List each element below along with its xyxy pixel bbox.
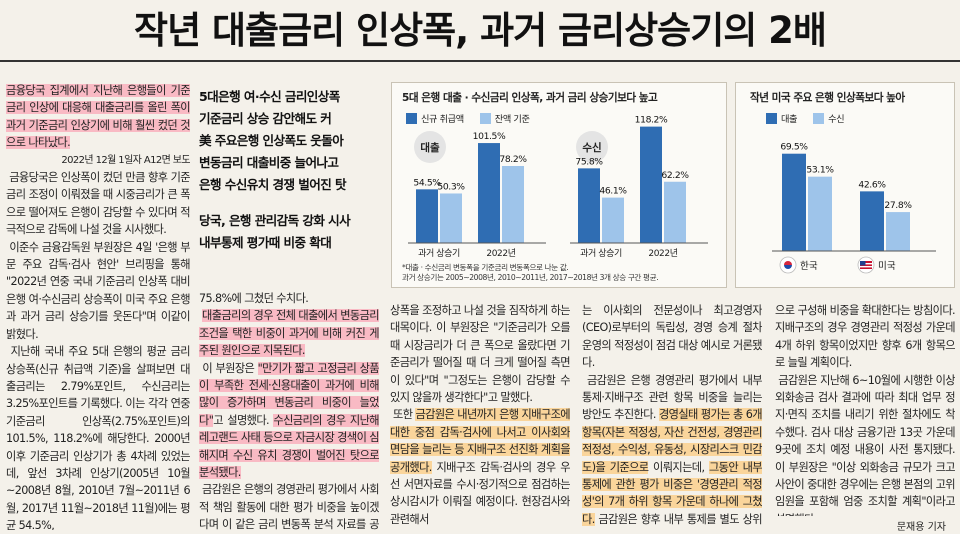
bar bbox=[502, 166, 524, 243]
data-label: 50.3% bbox=[437, 181, 465, 192]
subheadline-line: 당국, 은행 관리감독 강화 시사 bbox=[199, 213, 351, 228]
bar bbox=[886, 212, 910, 251]
data-label: 42.6% bbox=[858, 179, 886, 190]
data-label: 53.1% bbox=[806, 165, 834, 176]
paragraph: 또한 금감원은 내년까지 은행 지배구조에 대한 중점 감독·검사에 나서고 이… bbox=[390, 408, 570, 526]
chart-title: 작년 미국 주요 은행 인상폭보다 높아 bbox=[750, 92, 905, 104]
subheadline-line: 5대은행 여·수신 금리인상폭 bbox=[199, 89, 340, 104]
article-column-4: 는 이사회의 전문성이나 최고경영자(CEO)로부터의 독립성, 경영 승계 절… bbox=[582, 302, 762, 530]
data-label: 46.1% bbox=[599, 186, 627, 197]
byline: 문재용 기자 bbox=[896, 522, 946, 533]
chart-legend: 신규 취급액 잔액 기준 bbox=[406, 111, 530, 125]
bar bbox=[478, 143, 500, 243]
category-label: 2022년 bbox=[486, 248, 515, 259]
group-label: 대출 bbox=[420, 141, 440, 154]
data-label: 62.2% bbox=[661, 170, 689, 181]
legend-label: 잔액 기준 bbox=[494, 114, 530, 125]
category-label: 미국 bbox=[878, 261, 896, 272]
flag-stripe-white bbox=[860, 266, 872, 268]
chart-plot: 대출 54.5%50.3% 과거 상승기 101.5% 78.2% 2022년 수신 75.8… bbox=[408, 115, 708, 259]
bar bbox=[640, 126, 662, 243]
paragraph: 상폭을 조정하고 나설 것을 짐작하게 하는 대목이다. 이 부원장은 "기준금… bbox=[390, 304, 570, 405]
data-label: 69.5% bbox=[780, 142, 808, 153]
bar bbox=[578, 168, 600, 243]
chart-plot: 69.5% 53.1% 한국 42.6% 27.8% 미국 bbox=[772, 142, 936, 274]
subheadline-line: 美 주요은행 인상폭도 웃돌아 bbox=[199, 133, 344, 148]
bar bbox=[416, 189, 438, 243]
headline: 작년 대출금리 인상폭, 과거 금리상승기의 2배 bbox=[134, 9, 827, 52]
category-label: 과거 상승기 bbox=[580, 248, 622, 259]
data-label: 101.5% bbox=[473, 131, 506, 142]
article-column-5: 으로 구성해 비중을 확대한다는 방침이다. 지배구조의 경우 경영관리 적정성… bbox=[775, 302, 955, 516]
flag-blue bbox=[784, 265, 792, 269]
paragraph: 금융당국은 인상폭이 컸던 만큼 향후 기준금리 조정이 이뤄졌을 때 시중금리… bbox=[6, 171, 190, 237]
legend-swatch-new bbox=[406, 112, 417, 124]
chart-legend: 대출 수신 bbox=[766, 111, 845, 125]
group-label: 수신 bbox=[582, 141, 601, 154]
subheadline-line: 내부통제 평가때 비중 확대 bbox=[199, 235, 332, 250]
subheadline-line: 변동금리 대출비중 늘어나고 bbox=[199, 155, 339, 170]
paragraph: 75.8%에 그쳤던 수치다. bbox=[199, 292, 309, 305]
paragraph: 이 부원장은 "만기가 짧고 고정금리 상품이 부족한 전세·신용대출이 과거에… bbox=[199, 361, 379, 480]
lead-paragraph: 금융당국 집계에서 지난해 은행들이 기준금리 인상에 대응해 대출금리를 올린… bbox=[6, 82, 190, 152]
chart-notes: *대출 · 수신금리 변동폭을 기준금리 변동폭으로 나눈 값. 과거 상승기는… bbox=[402, 263, 659, 282]
article-column-2: 75.8%에 그쳤던 수치다. 대출금리의 경우 전체 대출에서 변동금리 조건… bbox=[199, 290, 379, 530]
group-label-bubble bbox=[414, 131, 446, 163]
korea-flag-icon bbox=[779, 256, 797, 274]
category-label: 과거 상승기 bbox=[418, 248, 460, 259]
legend-label: 대출 bbox=[781, 114, 798, 125]
data-label: 118.2% bbox=[635, 115, 668, 126]
paragraph: 으로 구성해 비중을 확대한다는 방침이다. 지배구조의 경우 경영관리 적정성… bbox=[775, 304, 955, 370]
flag-canton bbox=[860, 261, 866, 266]
flag-red bbox=[784, 261, 792, 265]
headline-rule bbox=[0, 60, 960, 62]
legend-swatch-loan bbox=[766, 112, 777, 124]
data-label: 75.8% bbox=[575, 156, 603, 167]
paragraph: 는 이사회의 전문성이나 최고경영자(CEO)로부터의 독립성, 경영 승계 절… bbox=[582, 304, 762, 370]
bar bbox=[782, 153, 806, 251]
paragraph: 금감원은 지난해 6~10월에 시행한 이상 외화송금 검사 결과에 따라 최대… bbox=[775, 373, 955, 516]
chart-title: 5대 은행 대출 · 수신금리 인상폭, 과거 금리 상승기보다 높고 bbox=[402, 92, 658, 104]
data-label: 54.5% bbox=[413, 177, 441, 188]
paragraph: 대출금리의 경우 전체 대출에서 변동금리 조건을 택한 비중이 과거에 비해 … bbox=[199, 309, 379, 358]
paragraph: 금감원은 은행 경영관리 평가에서 내부 통제·지배구조 관련 항목 비중을 늘… bbox=[582, 373, 762, 526]
article-column-1: 금융당국 집계에서 지난해 은행들이 기준금리 인상에 대응해 대출금리를 올린… bbox=[6, 82, 190, 530]
flag-stripes bbox=[860, 261, 872, 269]
subheadline-line: 은행 수신유치 경쟁 벌어진 탓 bbox=[199, 177, 347, 192]
chart-us-comparison: 작년 미국 주요 은행 인상폭보다 높아 대출 수신 69.5% 53.1% 한국 4… bbox=[735, 82, 955, 288]
paragraph: 이준수 금융감독원 부원장은 4일 '은행 부문 주요 감독·검사 현안' 브리… bbox=[6, 240, 190, 341]
bar bbox=[808, 176, 832, 251]
bar bbox=[602, 197, 624, 243]
group-label-bubble bbox=[576, 131, 608, 163]
bar bbox=[664, 181, 686, 243]
paragraph: 금감원은 은행의 경영관리 평가에서 사회적 책임 활동에 대한 평가 비중을 … bbox=[199, 483, 379, 530]
legend-label: 신규 취급액 bbox=[421, 114, 464, 125]
paragraph: 지난해 국내 주요 5대 은행의 평균 금리 상승폭(신규 취급액 기준)을 살… bbox=[6, 345, 190, 530]
flag-stripe-white bbox=[860, 263, 872, 265]
article-column-3: 상폭을 조정하고 나설 것을 짐작하게 하는 대목이다. 이 부원장은 "기준금… bbox=[390, 302, 570, 530]
chart-domestic-rates: 5대 은행 대출 · 수신금리 인상폭, 과거 금리 상승기보다 높고 신규 취… bbox=[391, 82, 727, 288]
legend-swatch-deposit bbox=[813, 112, 825, 124]
category-label: 2022년 bbox=[648, 248, 677, 259]
bar bbox=[440, 193, 462, 243]
data-label: 27.8% bbox=[884, 200, 912, 211]
lead-highlight: 금융당국 집계에서 지난해 은행들이 기준금리 인상에 대응해 대출금리를 올린… bbox=[6, 84, 190, 150]
category-label: 한국 bbox=[800, 261, 818, 272]
usa-flag-icon bbox=[857, 256, 875, 274]
data-label: 78.2% bbox=[499, 154, 527, 165]
legend-swatch-balance bbox=[479, 112, 491, 124]
bar bbox=[860, 191, 884, 251]
subheadline-line: 기준금리 상승 감안해도 커 bbox=[199, 111, 332, 126]
dateline: 2022년 12월 1일자 A12면 보도 bbox=[61, 154, 190, 166]
legend-label: 수신 bbox=[828, 114, 845, 125]
